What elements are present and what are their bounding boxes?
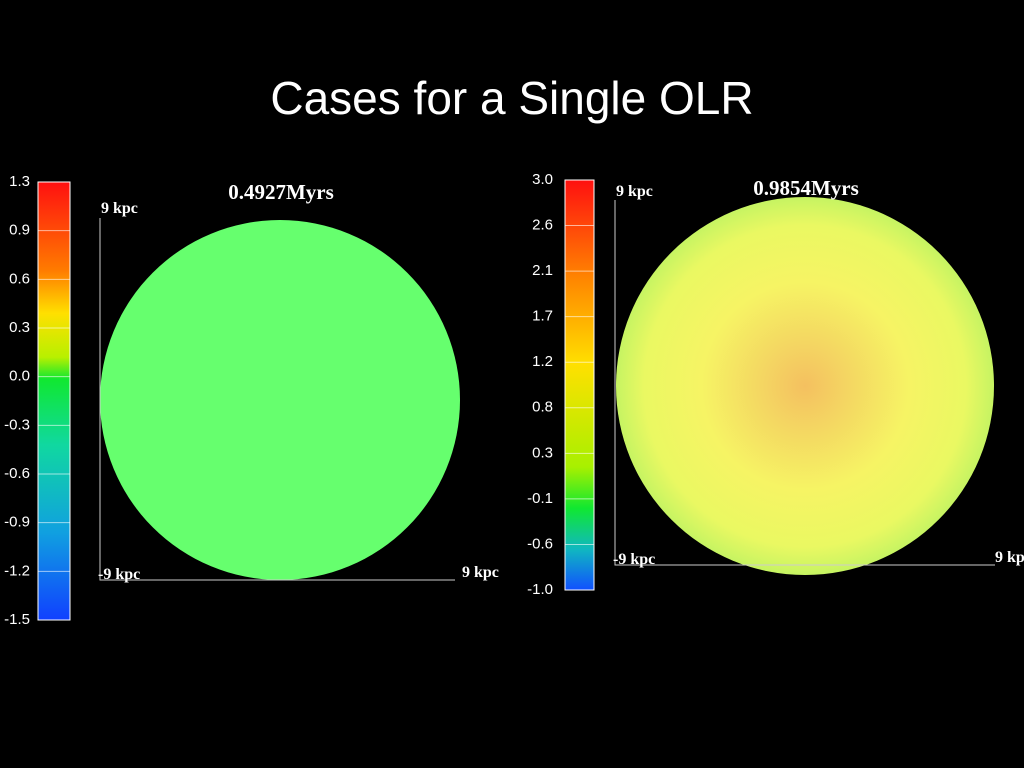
disk [616,197,994,575]
slide-title: Cases for a Single OLR [270,72,753,124]
colorbar-label: 2.6 [532,217,553,234]
colorbar-label: -0.6 [4,465,30,482]
colorbar-label: 0.6 [9,270,30,287]
colorbar-label: -0.3 [4,416,30,433]
colorbar-label: 1.2 [532,353,553,370]
colorbar-label: 0.0 [9,368,30,385]
colorbar-label: -0.9 [4,514,30,531]
colorbar-label: 3.0 [532,171,553,188]
colorbar-label: -1.2 [4,562,30,579]
panel-time: 0.9854Myrs [753,176,859,200]
colorbar-label: -1.5 [4,611,30,628]
colorbar-label: -0.6 [527,535,553,552]
axis-label: 9 kpc [101,200,138,217]
panel-time: 0.4927Myrs [228,180,334,204]
colorbar-label: 1.7 [532,308,553,325]
colorbar-label: 0.9 [9,222,30,239]
colorbar-label: 0.8 [532,399,553,416]
colorbar [37,181,71,621]
axis-label: -9 kpc [613,551,655,568]
colorbar-label: 1.3 [9,173,30,190]
colorbar [564,179,595,591]
colorbar-label: -1.0 [527,581,553,598]
axis-label: -9 kpc [98,566,140,583]
axis-frame [614,200,995,566]
axis-label: 9 kpc [462,564,499,581]
colorbar-label: 2.1 [532,262,553,279]
disk [100,220,460,580]
colorbar-label: 0.3 [532,444,553,461]
colorbar-label: -0.1 [527,490,553,507]
colorbar-label: 0.3 [9,319,30,336]
axis-label: 9 kpc [616,183,653,200]
axis-label: 9 kpc [995,549,1024,566]
axis-frame [99,218,455,581]
